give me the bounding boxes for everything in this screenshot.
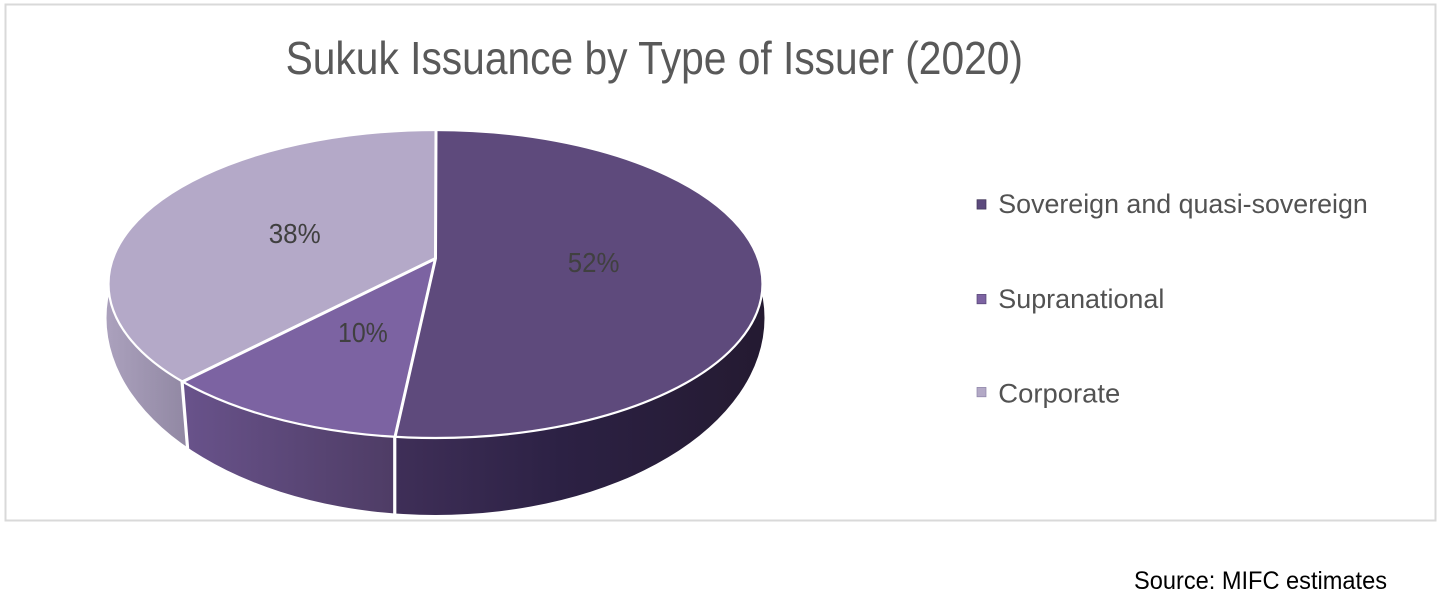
svg-text:38%: 38% bbox=[269, 217, 321, 249]
svg-text:52%: 52% bbox=[568, 246, 620, 278]
svg-text:Corporate: Corporate bbox=[998, 378, 1120, 408]
svg-text:Sukuk Issuance by Type of Issu: Sukuk Issuance by Type of Issuer (2020) bbox=[286, 32, 1023, 84]
svg-text:Supranational: Supranational bbox=[998, 284, 1164, 314]
svg-text:10%: 10% bbox=[338, 316, 388, 348]
svg-text:Sovereign and quasi-sovereign: Sovereign and quasi-sovereign bbox=[998, 189, 1367, 219]
svg-text:Source: MIFC estimates: Source: MIFC estimates bbox=[1134, 568, 1387, 595]
